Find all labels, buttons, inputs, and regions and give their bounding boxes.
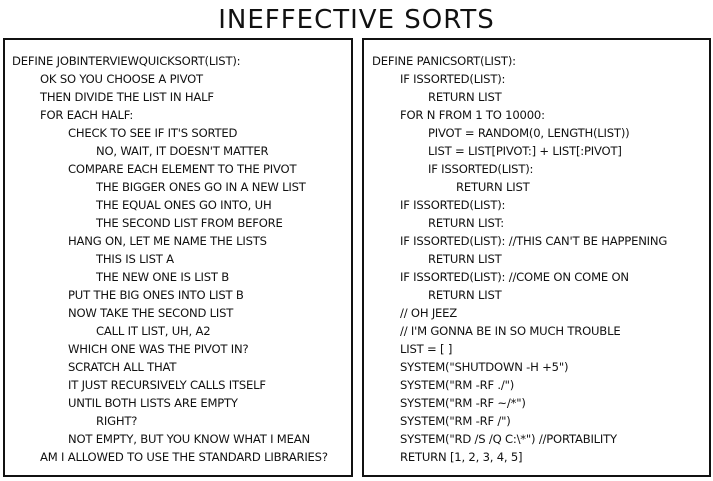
code-line: SYSTEM("RM -RF /") (400, 414, 511, 428)
code-line: HANG ON, LET ME NAME THE LISTS (68, 234, 267, 248)
code-line: RETURN LIST (456, 180, 530, 194)
code-line: CALL IT LIST, UH, A2 (96, 324, 211, 338)
code-line: THIS IS LIST A (96, 252, 174, 266)
code-line: IF ISSORTED(LIST): (428, 162, 534, 176)
code-line: RETURN LIST (428, 90, 502, 104)
code-line: NOT EMPTY, BUT YOU KNOW WHAT I MEAN (68, 432, 310, 446)
code-line: IT JUST RECURSIVELY CALLS ITSELF (68, 378, 266, 392)
code-line: RETURN LIST (428, 252, 502, 266)
code-line: THE SECOND LIST FROM BEFORE (96, 216, 283, 230)
code-line: THE NEW ONE IS LIST B (96, 270, 229, 284)
code-line: LIST = LIST[PIVOT:] + LIST[:PIVOT] (428, 144, 622, 158)
comic-title: INEFFECTIVE SORTS (218, 5, 495, 35)
code-line: RETURN LIST: (428, 216, 504, 230)
code-line: IF ISSORTED(LIST): (400, 198, 506, 212)
code-line: SCRATCH ALL THAT (68, 360, 177, 374)
code-line: SYSTEM("RD /S /Q C:\*") //PORTABILITY (400, 432, 617, 446)
code-line: FOR N FROM 1 TO 10000: (400, 108, 545, 122)
code-line: // I'M GONNA BE IN SO MUCH TROUBLE (400, 324, 621, 338)
code-line: RETURN LIST (428, 288, 502, 302)
code-line: THE EQUAL ONES GO INTO, UH (96, 198, 272, 212)
code-line: CHECK TO SEE IF IT'S SORTED (68, 126, 238, 140)
code-line: FOR EACH HALF: (40, 108, 134, 122)
code-line: IF ISSORTED(LIST): (400, 72, 506, 86)
code-line: LIST = [ ] (400, 342, 453, 356)
code-line: OK SO YOU CHOOSE A PIVOT (40, 72, 203, 86)
code-line: THE BIGGER ONES GO IN A NEW LIST (96, 180, 306, 194)
code-line: DEFINE PANICSORT(LIST): (372, 54, 516, 68)
code-line: PIVOT = RANDOM(0, LENGTH(LIST)) (428, 126, 630, 140)
code-line: RIGHT? (96, 414, 138, 428)
code-line: NOW TAKE THE SECOND LIST (68, 306, 234, 320)
code-line: RETURN [1, 2, 3, 4, 5] (400, 450, 523, 464)
code-line: AM I ALLOWED TO USE THE STANDARD LIBRARI… (40, 450, 328, 464)
code-line: PUT THE BIG ONES INTO LIST B (68, 288, 244, 302)
code-line: COMPARE EACH ELEMENT TO THE PIVOT (68, 162, 297, 176)
code-line: IF ISSORTED(LIST): //COME ON COME ON (400, 270, 629, 284)
code-line: SYSTEM("RM -RF ~/*") (400, 396, 526, 410)
panel-panicsort: DEFINE PANICSORT(LIST): IF ISSORTED(LIST)… (362, 38, 711, 477)
panel-jobinterview-quicksort: DEFINE JOBINTERVIEWQUICKSORT(LIST): OK SO… (3, 38, 353, 477)
code-line: WHICH ONE WAS THE PIVOT IN? (68, 342, 249, 356)
code-block-left: DEFINE JOBINTERVIEWQUICKSORT(LIST): OK SO… (5, 52, 351, 466)
code-line: IF ISSORTED(LIST): //THIS CAN'T BE HAPPE… (400, 234, 668, 248)
code-block-right: DEFINE PANICSORT(LIST): IF ISSORTED(LIST)… (364, 52, 709, 466)
code-line: UNTIL BOTH LISTS ARE EMPTY (68, 396, 238, 410)
code-line: SYSTEM("RM -RF ./") (400, 378, 515, 392)
code-line: SYSTEM("SHUTDOWN -H +5") (400, 360, 569, 374)
code-line: DEFINE JOBINTERVIEWQUICKSORT(LIST): (12, 54, 241, 68)
code-line: // OH JEEZ (400, 306, 458, 320)
code-line: THEN DIVIDE THE LIST IN HALF (40, 90, 214, 104)
code-line: NO, WAIT, IT DOESN'T MATTER (96, 144, 269, 158)
